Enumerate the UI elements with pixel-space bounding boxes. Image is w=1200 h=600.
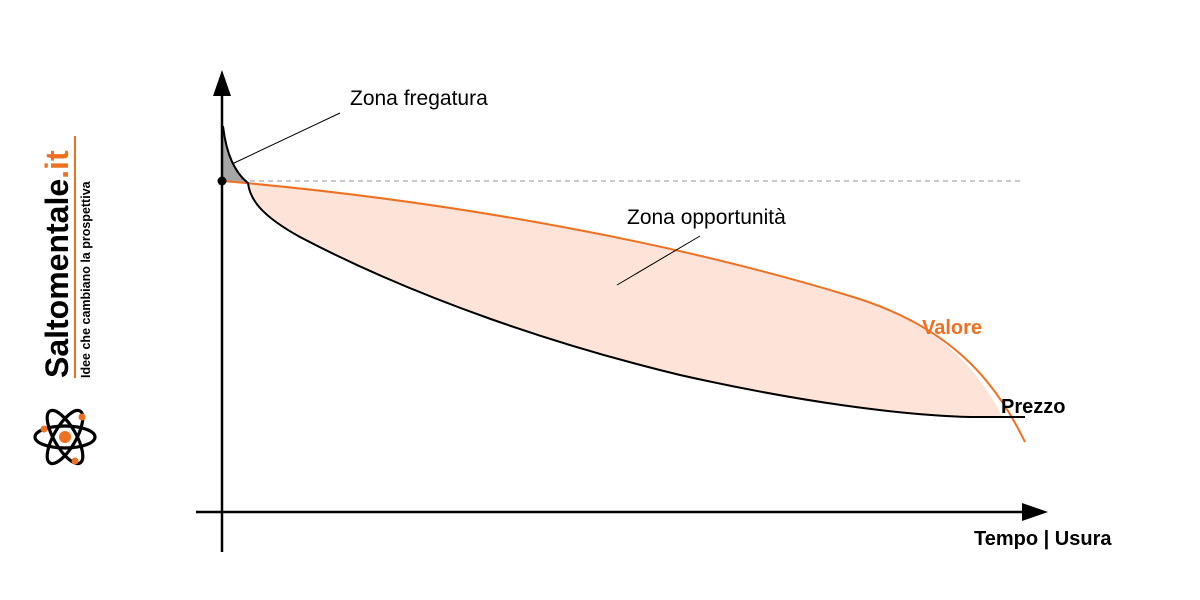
fregatura-zone (223, 126, 248, 183)
x-axis-label: Tempo | Usura (974, 528, 1112, 550)
brand-tld: .it (39, 150, 75, 179)
value-label: Valore (922, 317, 982, 339)
opportunity-zone (248, 183, 1003, 418)
price-label: Prezzo (1001, 396, 1065, 418)
x-axis-arrow (1022, 503, 1048, 521)
opportunity-leader-line (616, 235, 701, 286)
opportunity-label: Zona opportunità (627, 206, 786, 229)
price-curve (222, 125, 1025, 418)
brand-tagline: Idee che cambiano la prospettiva (79, 180, 93, 378)
value-curve (222, 180, 1026, 443)
y-axis-arrow (213, 70, 231, 96)
brand-name: Saltomentale.it (39, 150, 75, 378)
atom-icon (33, 408, 97, 466)
fregatura-label: Zona fregatura (350, 87, 488, 110)
fregatura-leader-line (231, 112, 341, 165)
brand-logo: Saltomentale.it Idee che cambiano la pro… (39, 136, 93, 378)
